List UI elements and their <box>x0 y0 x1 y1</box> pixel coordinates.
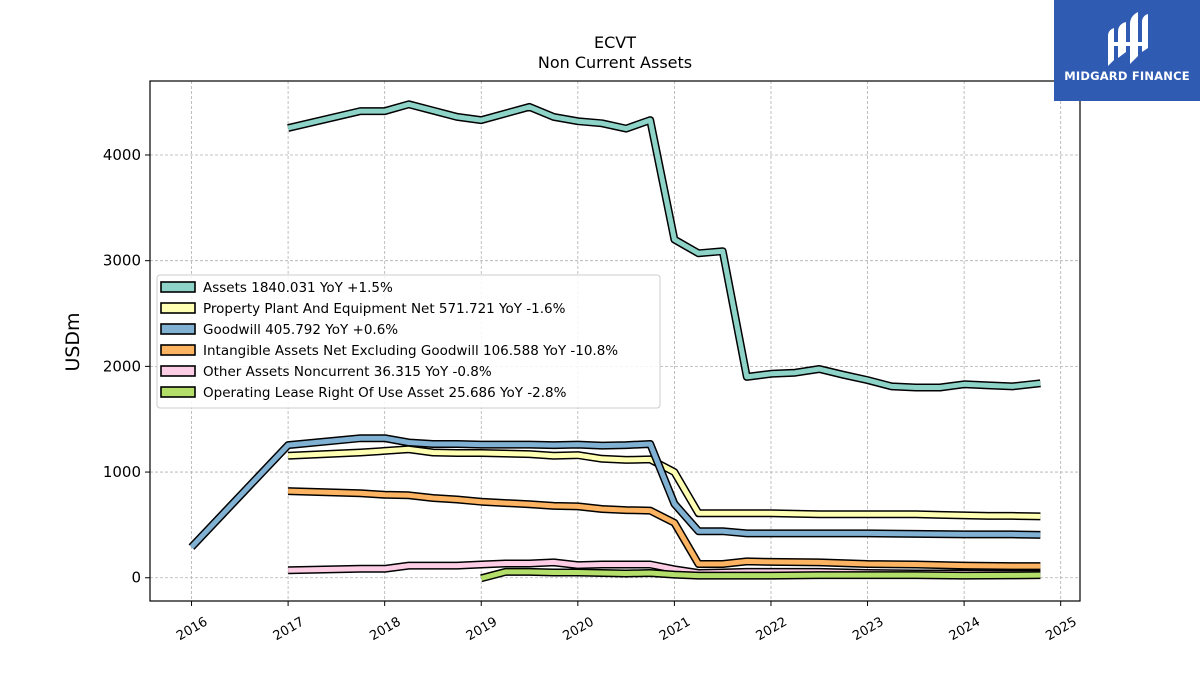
series-line-2 <box>189 435 1041 549</box>
x-tick-label: 2023 <box>850 615 886 645</box>
legend: Assets 1840.031 YoY +1.5% Property Plant … <box>156 274 661 409</box>
legend-label: Intangible Assets Net Excluding Goodwill… <box>203 343 618 359</box>
series-group <box>188 100 1041 583</box>
y-tick-label: 0 <box>131 569 141 587</box>
y-tick-label: 1000 <box>103 463 141 481</box>
series-line-5 <box>480 569 1041 581</box>
legend-label: Property Plant And Equipment Net 571.721… <box>203 301 566 317</box>
y-tick-label: 3000 <box>103 252 141 270</box>
x-tick-label: 2018 <box>367 615 403 645</box>
legend-swatch <box>160 365 196 377</box>
series-line-0 <box>287 101 1041 390</box>
x-tick-label: 2025 <box>1043 615 1079 645</box>
x-tick-label: 2021 <box>657 615 693 645</box>
chart-subtitle: Non Current Assets <box>538 53 692 72</box>
legend-label: Other Assets Noncurrent 36.315 YoY -0.8% <box>203 364 492 380</box>
legend-swatch <box>160 302 196 314</box>
midgard-finance-logo-mark-icon <box>1108 12 1148 66</box>
legend-label: Assets 1840.031 YoY +1.5% <box>203 280 393 296</box>
y-tick-label: 2000 <box>103 357 141 375</box>
legend-swatch <box>160 386 196 398</box>
x-tick-label: 2024 <box>947 615 983 645</box>
x-tick-label: 2017 <box>271 615 307 645</box>
series-line-1 <box>287 446 1041 519</box>
legend-swatch <box>160 281 196 293</box>
chart-title: ECVT <box>594 33 636 52</box>
y-axis-ticks: 0 1000 2000 3000 4000 <box>103 146 150 587</box>
x-tick-label: 2020 <box>560 615 596 645</box>
series-line-3 <box>288 488 1041 569</box>
legend-label: Goodwill 405.792 YoY +0.6% <box>203 322 398 338</box>
x-tick-label: 2019 <box>464 615 500 645</box>
legend-label: Operating Lease Right Of Use Asset 25.68… <box>203 385 567 401</box>
x-tick-label: 2022 <box>754 615 790 645</box>
brand-name: MIDGARD FINANCE <box>1064 69 1190 83</box>
series-line-outline-3 <box>287 487 1041 571</box>
plot-frame <box>149 80 1081 602</box>
x-axis-ticks: 2016 2017 2018 2019 2020 2021 2022 2023 2024 2025 <box>174 601 1080 645</box>
y-axis-label: USDm <box>62 312 84 371</box>
legend-swatch <box>160 344 196 356</box>
legend-swatch <box>160 323 196 335</box>
x-tick-label: 2016 <box>174 615 210 645</box>
legend-box <box>156 274 661 409</box>
y-tick-label: 4000 <box>103 146 141 164</box>
brand-logo: MIDGARD FINANCE <box>1054 0 1200 101</box>
